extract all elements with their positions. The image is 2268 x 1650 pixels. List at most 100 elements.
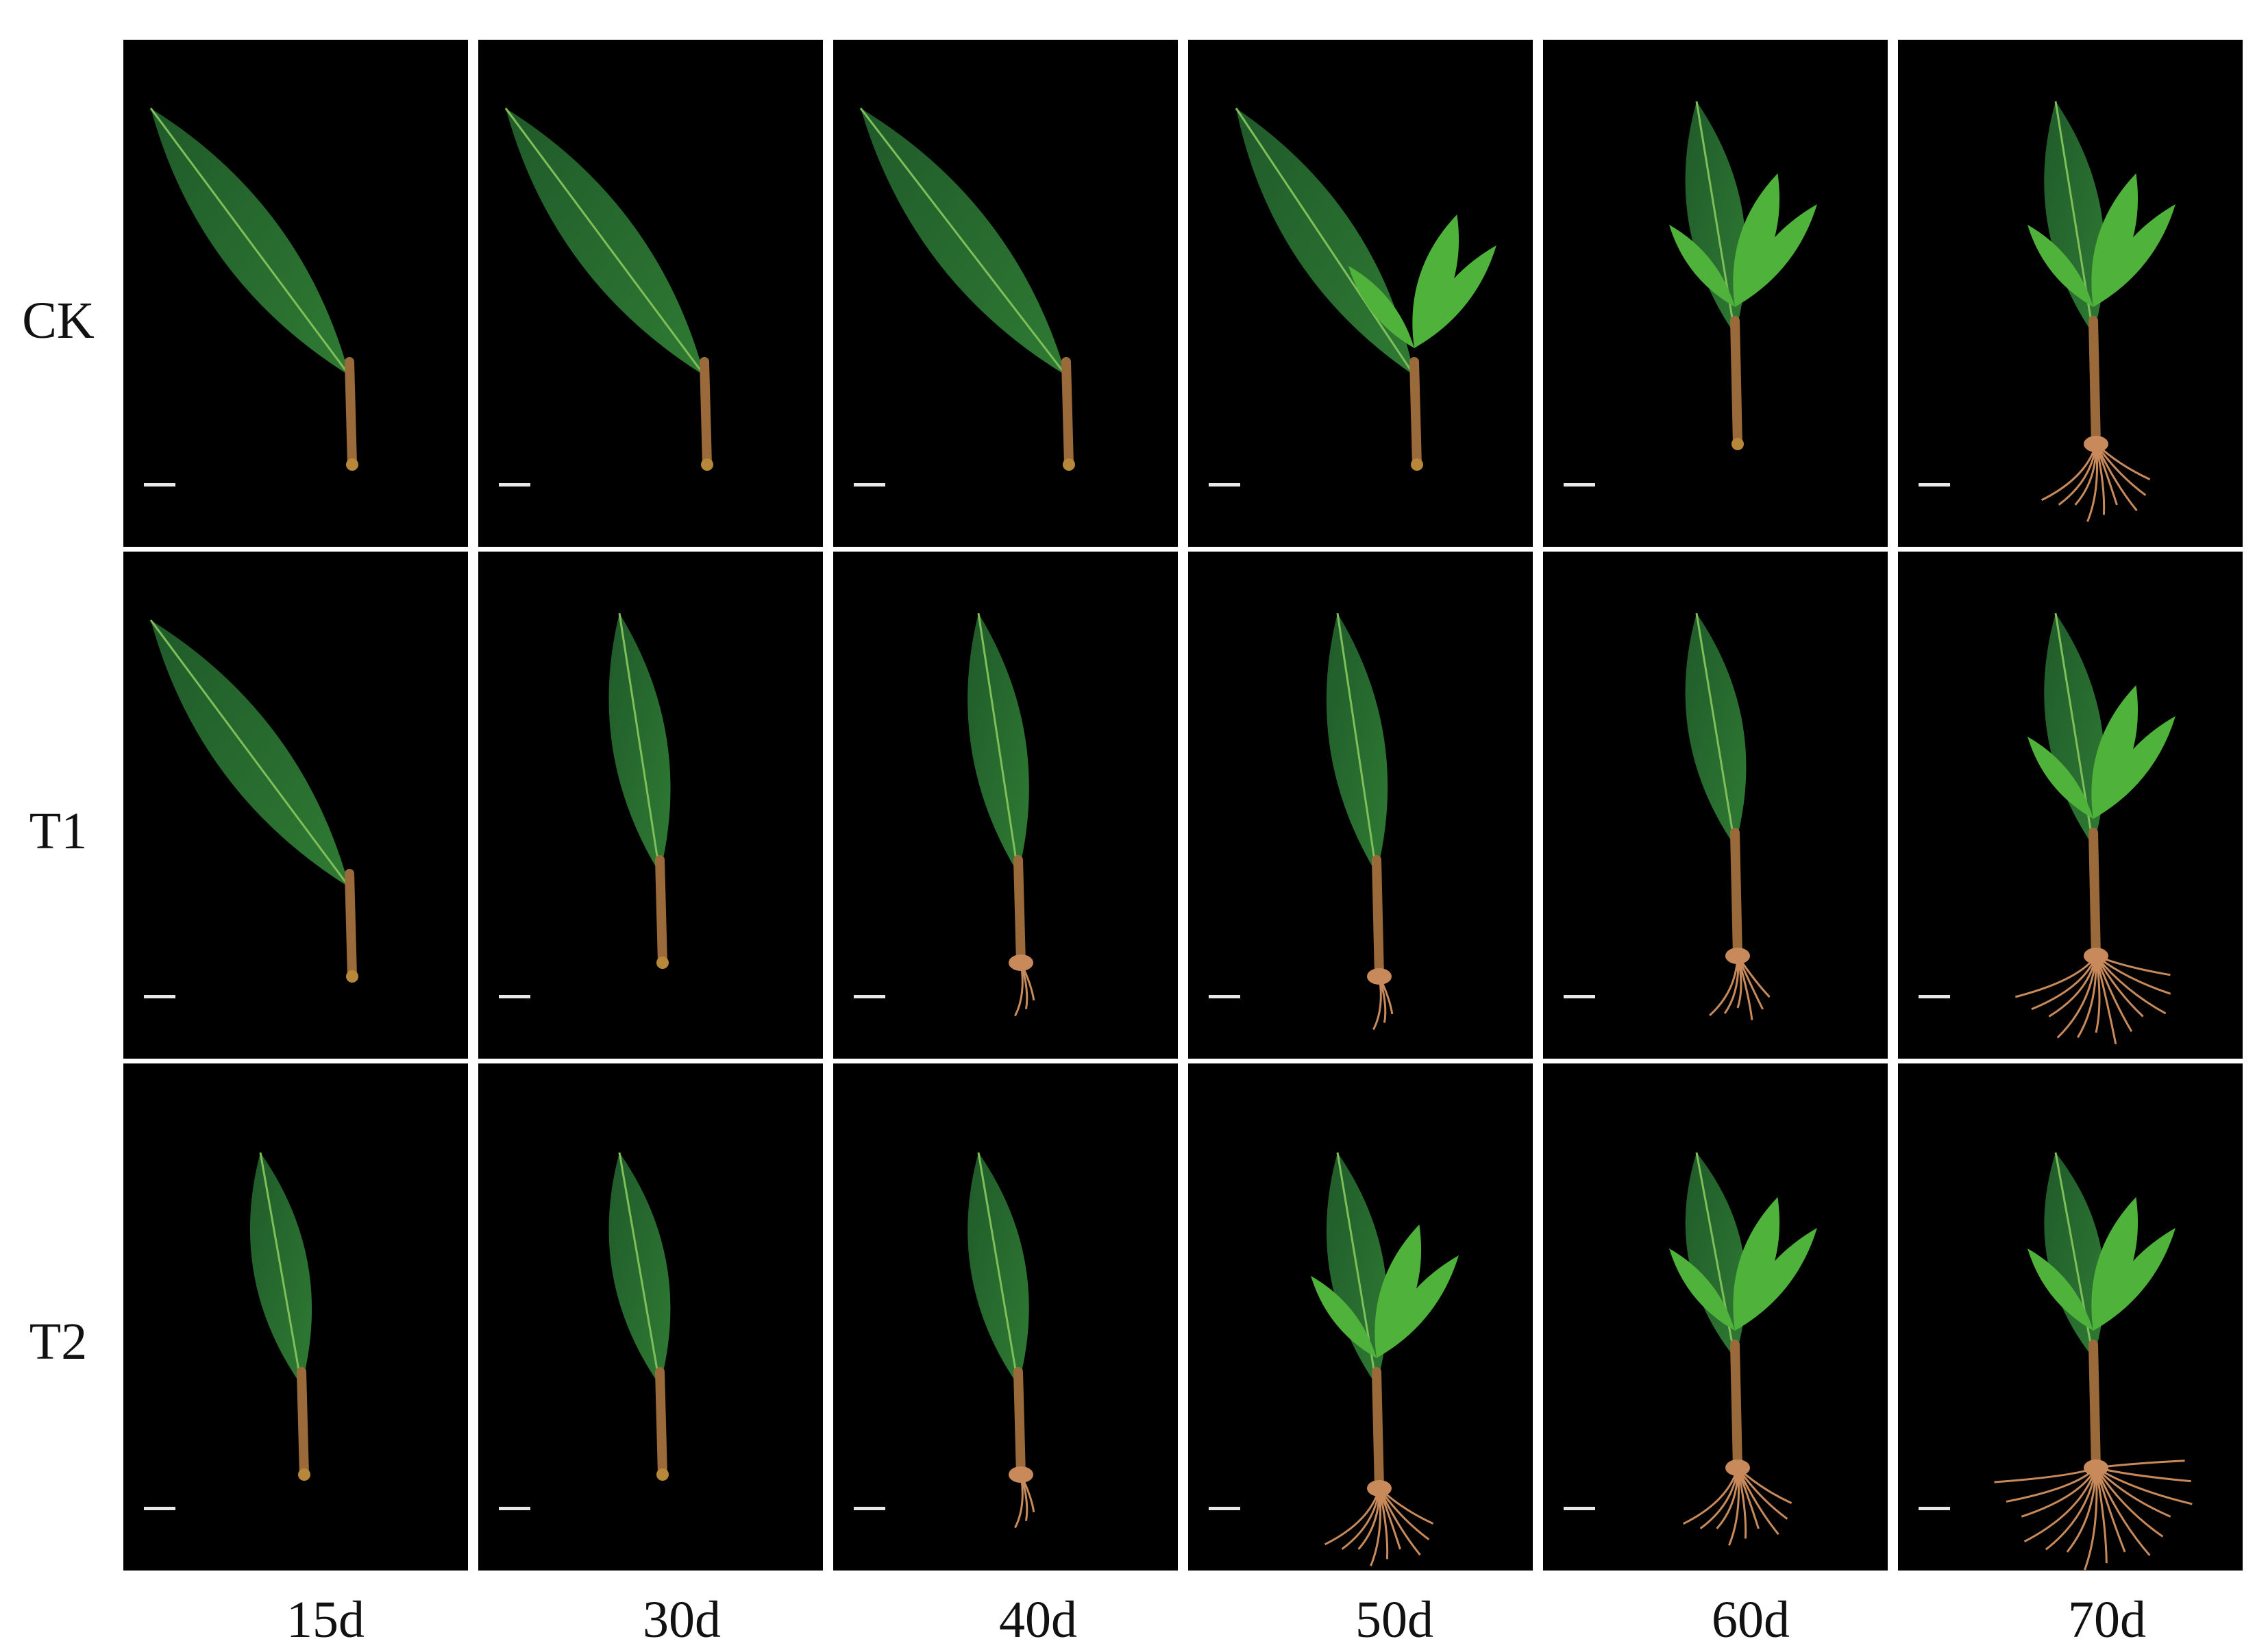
cutting-illustration <box>859 108 1075 471</box>
cutting-stem <box>2088 1340 2101 1473</box>
scale-bar <box>144 483 175 487</box>
scale-bar <box>1209 1507 1240 1510</box>
root <box>2095 1467 2108 1564</box>
root <box>2095 1467 2126 1553</box>
col-label-15d: 15d <box>286 1591 365 1649</box>
photo-panel-t2-30d <box>478 1063 823 1571</box>
cutting-stem <box>655 855 667 968</box>
new-shoot-leaf <box>1311 1276 1377 1358</box>
photo-panel-t2-60d <box>1543 1063 1888 1571</box>
new-shoot-leaf <box>1412 214 1459 348</box>
root <box>1378 1488 1430 1540</box>
root <box>2048 955 2097 1018</box>
root <box>2095 1466 2193 1505</box>
new-shoot-leaf <box>1735 204 1817 307</box>
root <box>1709 955 1739 1016</box>
photo-panel-t2-70d <box>1898 1063 2243 1571</box>
row-label-t2: T2 <box>29 1313 88 1370</box>
cutting-illustration <box>504 108 713 471</box>
new-shoot-leaf <box>1377 1255 1459 1358</box>
cutting-stem <box>1061 357 1074 469</box>
root <box>2095 955 2167 1015</box>
scale-bar <box>1209 483 1240 487</box>
col-label-70d: 70d <box>2068 1591 2146 1649</box>
scale-bar <box>854 483 885 487</box>
col-label-60d: 60d <box>1712 1591 1790 1649</box>
root <box>2095 443 2138 512</box>
root <box>2095 1467 2151 1556</box>
root <box>1699 1467 1739 1529</box>
root <box>2077 955 2097 1038</box>
photo-panel-ck-30d <box>478 40 823 547</box>
cut-end <box>1063 458 1075 471</box>
cutting-illustration <box>2027 101 2175 522</box>
leaf-midrib <box>1336 613 1378 874</box>
root <box>1994 1466 2097 1483</box>
root <box>1378 1488 1421 1556</box>
photo-panel-t1-30d <box>478 552 823 1059</box>
new-shoot-leaf <box>1733 173 1780 307</box>
cutting-stem <box>297 1367 309 1479</box>
root <box>1736 1467 1760 1529</box>
cutting-illustration <box>1235 108 1496 471</box>
root <box>1372 976 1382 1031</box>
photo-panel-ck-40d <box>833 40 1178 547</box>
root <box>1014 962 1024 1017</box>
cutting-illustration <box>1326 613 1394 1031</box>
leaf-midrib <box>618 613 661 874</box>
cutting-stem <box>1372 855 1384 981</box>
scale-bar <box>144 995 175 998</box>
root <box>2014 955 2097 998</box>
root <box>2095 955 2133 1033</box>
scale-bar <box>1564 995 1595 998</box>
cut-end <box>701 458 713 471</box>
new-shoot-leaf <box>2027 1248 2093 1331</box>
leaf-midrib <box>618 1152 661 1386</box>
cutting-illustration <box>1311 1152 1459 1566</box>
root <box>1378 1488 1401 1550</box>
root <box>1682 1467 1739 1525</box>
root <box>2074 443 2097 506</box>
root <box>2095 443 2147 496</box>
leaf-midrib <box>977 613 1020 874</box>
root <box>1736 1467 1779 1536</box>
new-shoot-leaf <box>2093 204 2175 307</box>
photo-panel-t1-60d <box>1543 552 1888 1059</box>
row-label-t1: T1 <box>29 802 88 860</box>
cutting-illustration <box>149 108 358 471</box>
root <box>1378 1487 1434 1525</box>
scale-bar <box>144 1507 175 1510</box>
cutting-stem <box>1730 1340 1742 1473</box>
root <box>2006 1466 2097 1503</box>
root <box>1736 1467 1747 1539</box>
new-shoot-leaf <box>1735 1228 1817 1331</box>
cutting-illustration <box>608 1152 671 1481</box>
photo-panel-t2-50d <box>1188 1063 1533 1571</box>
root <box>2058 443 2097 506</box>
root <box>2095 1460 2185 1469</box>
photo-panel-ck-70d <box>1898 40 2243 547</box>
scale-bar <box>1209 995 1240 998</box>
photo-panel-ck-50d <box>1188 40 1533 547</box>
root <box>2095 443 2151 480</box>
scale-bar <box>1919 483 1950 487</box>
cutting-illustration <box>1994 1152 2193 1571</box>
cut-end <box>346 970 358 983</box>
cut-end <box>656 1468 669 1481</box>
photo-panel-ck-15d <box>123 40 468 547</box>
new-shoot-leaf <box>2091 1197 2138 1331</box>
cutting-illustration <box>1669 1152 1817 1546</box>
photo-panel-t2-15d <box>123 1063 468 1571</box>
cut-end <box>346 458 358 471</box>
root <box>2095 1466 2191 1483</box>
root <box>2031 955 2097 1011</box>
photo-panel-t1-15d <box>123 552 468 1059</box>
col-label-40d: 40d <box>999 1591 1077 1649</box>
root <box>1324 1488 1381 1546</box>
cutting-illustration <box>2014 613 2175 1045</box>
leaf-midrib <box>149 108 351 376</box>
root <box>2095 955 2171 995</box>
root <box>1736 1466 1792 1504</box>
root <box>1357 1488 1381 1550</box>
new-shoot-leaf <box>2091 685 2138 819</box>
